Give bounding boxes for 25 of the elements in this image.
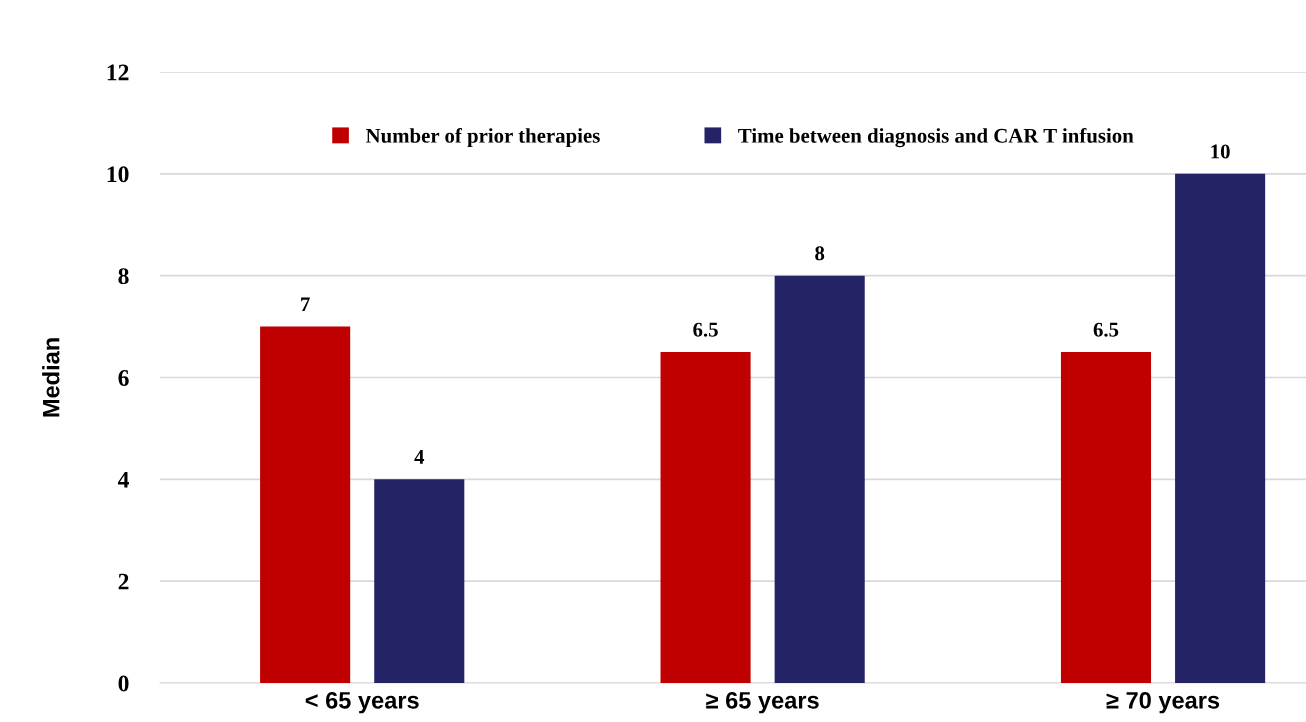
data-label: 6.5	[693, 322, 718, 337]
y-tick-label: 0	[118, 675, 129, 692]
bar	[374, 479, 465, 683]
y-axis-title: Median	[42, 338, 60, 417]
data-label: 4	[414, 450, 425, 464]
y-tick-label: 8	[118, 268, 129, 285]
x-tick-label: < 65 years	[305, 691, 419, 714]
legend-label: Number of prior therapies	[365, 127, 600, 148]
bar	[260, 326, 351, 683]
data-label: 8	[815, 246, 825, 261]
data-label: 7	[301, 297, 310, 312]
legend-label: Time between diagnosis and CAR T infusion	[738, 127, 1134, 148]
data-label: 10	[1211, 144, 1230, 159]
x-tick-label: ≥ 65 years	[706, 691, 819, 714]
bar	[774, 275, 865, 683]
bar	[1175, 173, 1266, 683]
x-tick-label: ≥ 70 years	[1106, 691, 1220, 714]
bar	[1060, 352, 1152, 683]
y-tick-label: 12	[107, 64, 129, 81]
y-tick-label: 6	[118, 370, 129, 386]
y-tick-label: 4	[117, 471, 130, 488]
y-tick-label: 10	[107, 166, 129, 183]
data-label: 6.5	[1093, 322, 1119, 337]
bar	[660, 352, 751, 683]
y-tick-label: 2	[118, 573, 129, 590]
